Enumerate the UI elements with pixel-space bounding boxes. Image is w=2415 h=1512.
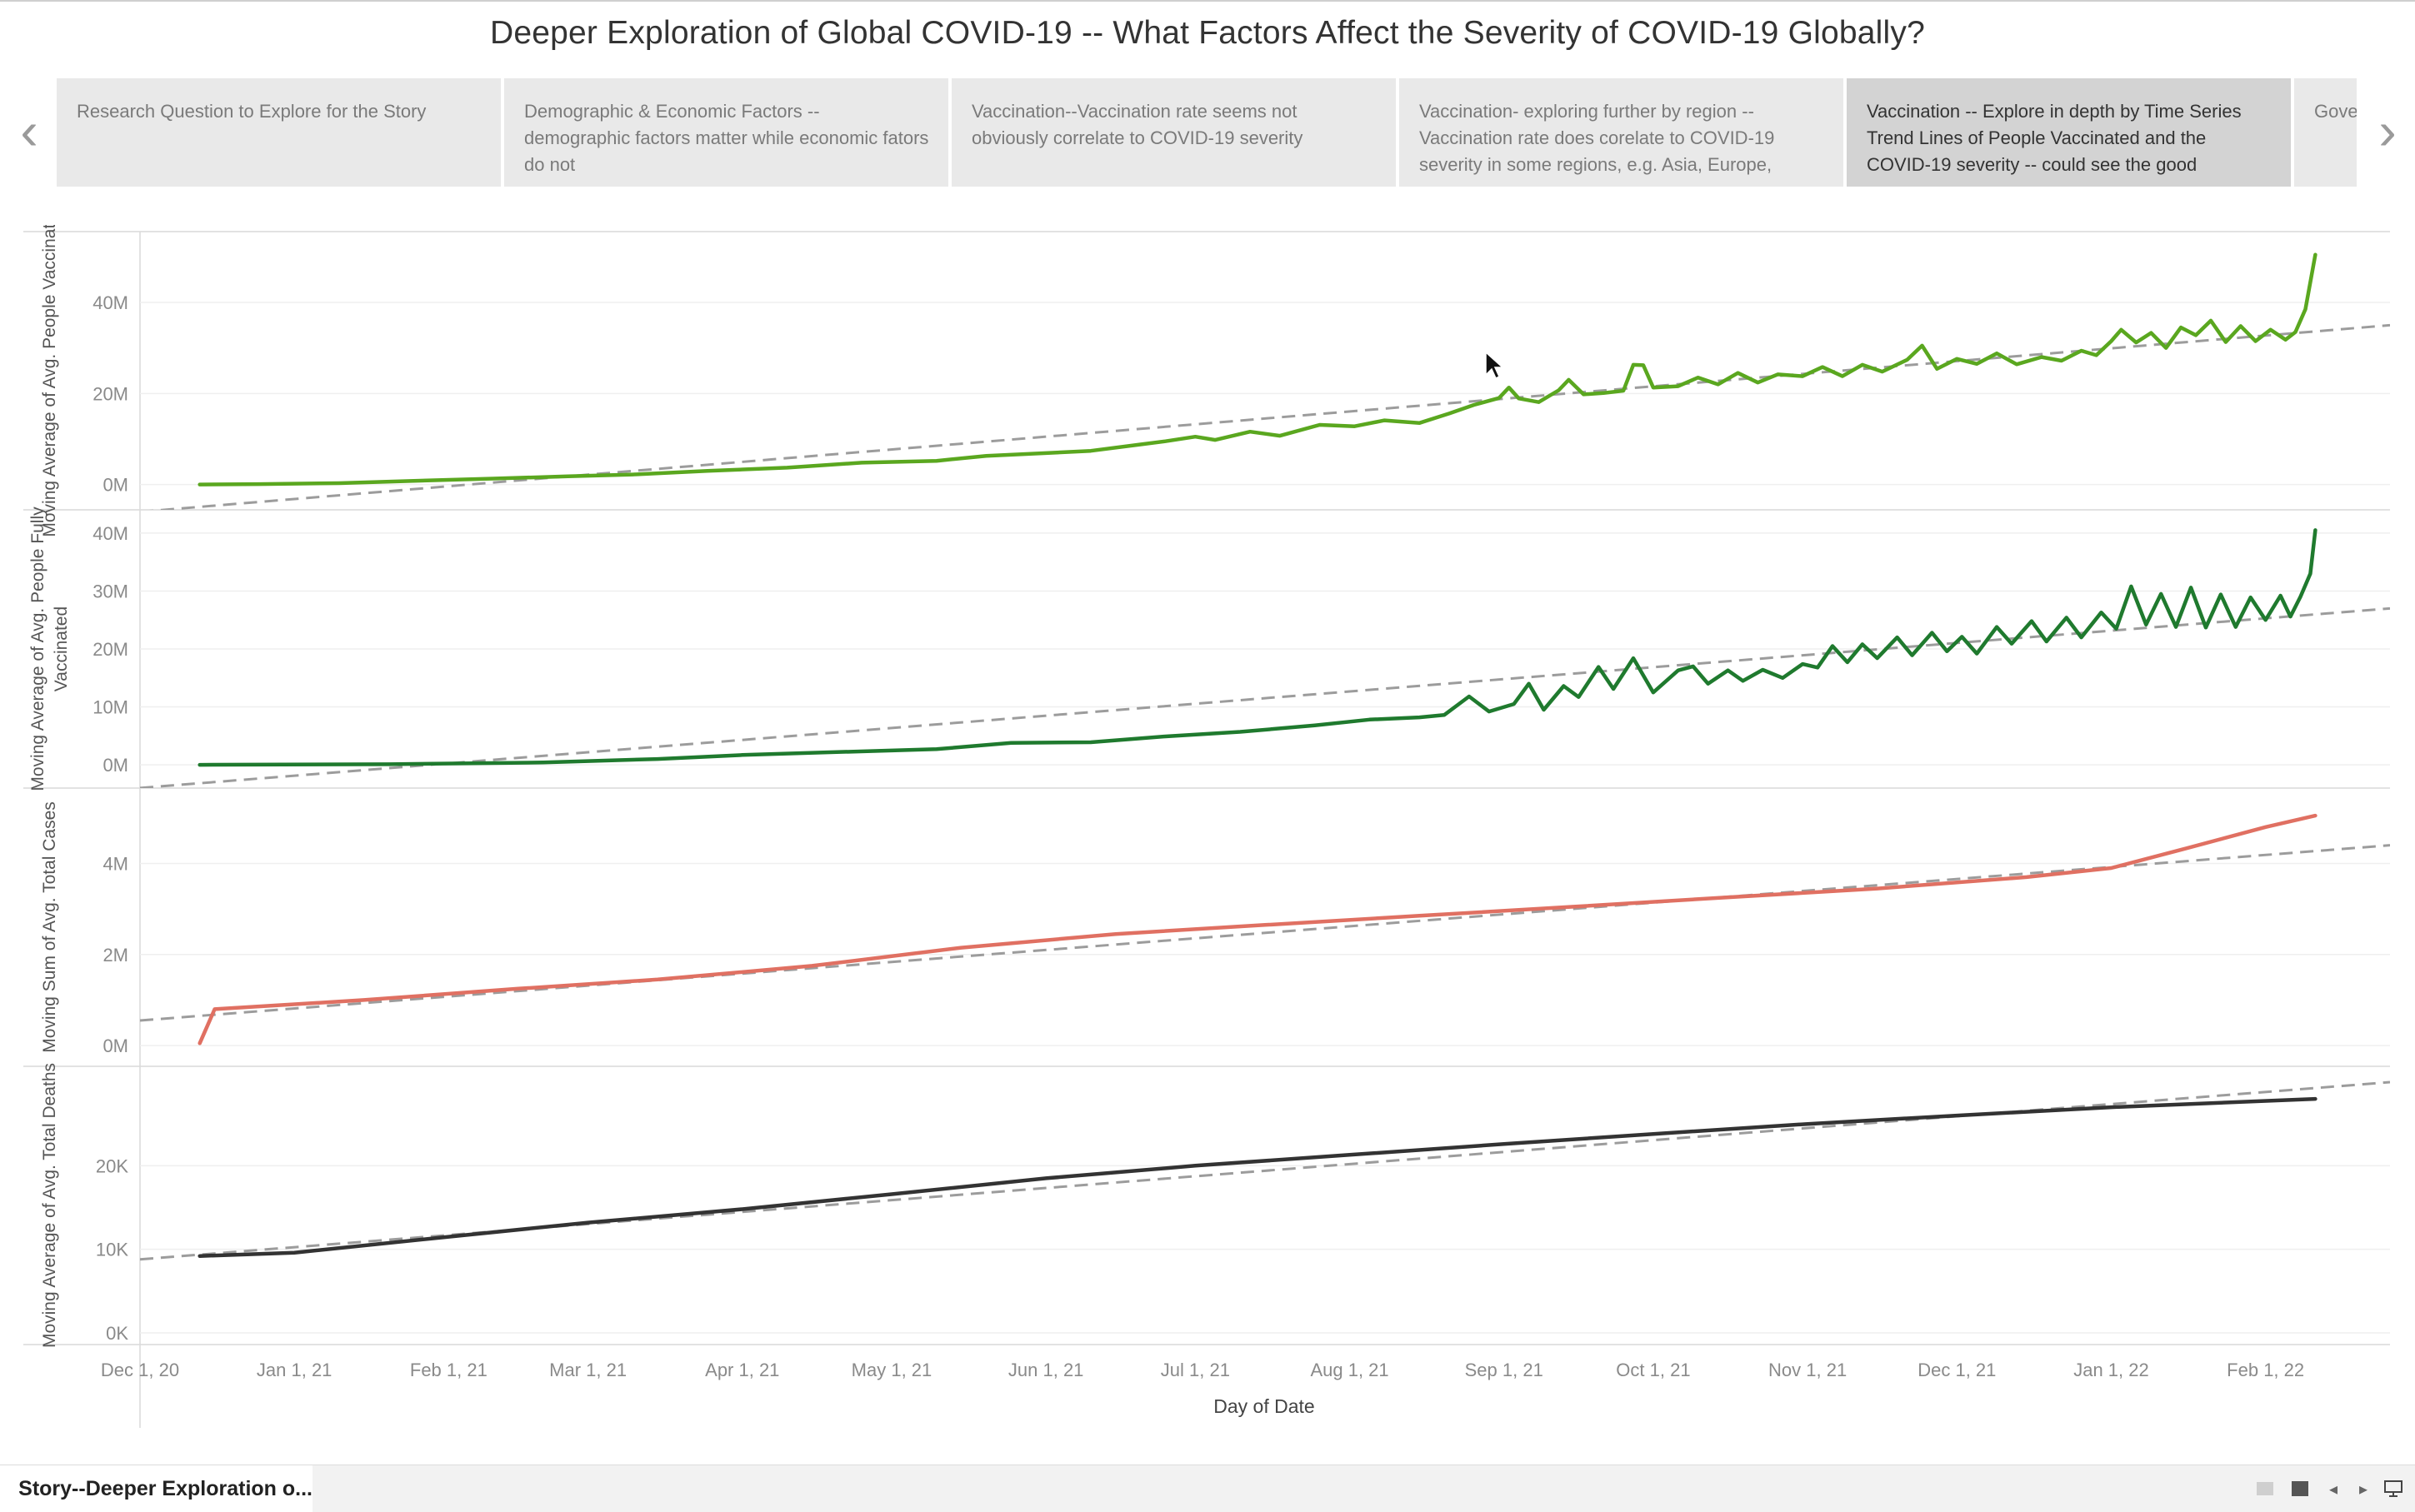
y-axis-title: Moving Average of Avg. Total Deaths	[40, 1063, 59, 1348]
y-tick-label: 20M	[92, 383, 128, 404]
single-view-icon[interactable]	[2288, 1477, 2312, 1500]
x-tick-label: Dec 1, 21	[1918, 1360, 1996, 1380]
y-tick-label: 20M	[92, 639, 128, 660]
y-tick-label: 20K	[96, 1155, 128, 1176]
y-tick-label: 0M	[102, 475, 128, 496]
y-axis-title: Vaccinated	[52, 606, 71, 691]
chevron-right-icon[interactable]: ›	[2365, 93, 2410, 168]
story-tab[interactable]: Story--Deeper Exploration o...	[0, 1465, 312, 1512]
y-tick-label: 10M	[92, 697, 128, 718]
series-line	[200, 816, 2316, 1043]
trend-line	[140, 846, 2390, 1020]
story-tab-label: Story--Deeper Exploration o...	[18, 1477, 312, 1501]
story-point-label: Vaccination -- Explore in depth by Time …	[1867, 101, 2242, 175]
chart-panel-2: 0M 10M 20M 30M 40M Moving Average of Avg. Peo…	[23, 506, 2390, 791]
chart-panel-4: 0K 10K 20K Moving Average of Avg. Total Dea…	[23, 1063, 2390, 1348]
chart-panel-1: 0M 20M 40M Moving Average of Avg. People Va…	[23, 225, 2390, 537]
y-tick-label: 0K	[106, 1323, 128, 1344]
x-tick-label: Oct 1, 21	[1616, 1360, 1690, 1380]
x-tick-label: Mar 1, 21	[549, 1360, 627, 1380]
story-point-label: Demographic & Economic Factors -- demogr…	[524, 101, 928, 175]
y-tick-label: 30M	[92, 581, 128, 601]
story-point-label: Vaccination--Vaccination rate seems not …	[972, 101, 1302, 148]
mouse-cursor-icon	[1486, 352, 1502, 378]
x-tick-label: Feb 1, 22	[2227, 1360, 2304, 1380]
page-title: Deeper Exploration of Global COVID-19 --…	[0, 15, 2415, 52]
trend-line	[140, 325, 2390, 511]
y-axis-title: Moving Average of Avg. People Vaccinated	[40, 225, 59, 537]
y-tick-label: 40M	[92, 292, 128, 313]
x-tick-label: Dec 1, 20	[101, 1360, 179, 1380]
story-point-vaccination-time-series[interactable]: Vaccination -- Explore in depth by Time …	[1847, 78, 2291, 187]
chart-panel-3: 0M 2M 4M Moving Sum of Avg. Total Cases	[23, 801, 2390, 1066]
x-axis-title: Day of Date	[1213, 1395, 1314, 1417]
x-tick-label: Jul 1, 21	[1161, 1360, 1230, 1380]
y-tick-label: 40M	[92, 523, 128, 544]
story-point-label: Research Question to Explore for the Sto…	[77, 101, 426, 122]
y-tick-label: 10K	[96, 1240, 128, 1260]
chevron-left-icon[interactable]: ‹	[7, 93, 52, 168]
series-line	[200, 530, 2316, 765]
y-tick-label: 4M	[102, 854, 128, 875]
previous-sheet-icon[interactable]: ◂	[2322, 1477, 2345, 1500]
y-axis-title: Moving Average of Avg. People Fully	[28, 506, 48, 791]
footer-bar: Story--Deeper Exploration o... ◂ ▸	[0, 1465, 2415, 1512]
story-point-demographic-economic[interactable]: Demographic & Economic Factors -- demogr…	[504, 78, 948, 187]
story-navigator: Research Question to Explore for the Sto…	[57, 78, 2357, 187]
x-tick-label: Feb 1, 21	[410, 1360, 488, 1380]
x-tick-label: May 1, 21	[852, 1360, 932, 1380]
story-point-label: Vaccination- exploring further by region…	[1419, 101, 1774, 175]
y-axis-title: Moving Sum of Avg. Total Cases	[40, 801, 59, 1053]
x-tick-label: Jun 1, 21	[1008, 1360, 1084, 1380]
time-series-chart: 0M 20M 40M Moving Average of Avg. People Va…	[0, 225, 2415, 1441]
series-line	[200, 1099, 2316, 1256]
next-sheet-icon[interactable]: ▸	[2352, 1477, 2375, 1500]
x-tick-label: Aug 1, 21	[1310, 1360, 1388, 1380]
story-point-vaccination-region[interactable]: Vaccination- exploring further by region…	[1399, 78, 1843, 187]
x-tick-label: Nov 1, 21	[1768, 1360, 1847, 1380]
y-tick-label: 0M	[102, 755, 128, 776]
story-point-research-question[interactable]: Research Question to Explore for the Sto…	[57, 78, 501, 187]
story-point-government-measures[interactable]: Government measures ... severity	[2294, 78, 2357, 187]
presentation-mode-icon[interactable]	[2382, 1477, 2405, 1500]
story-point-vaccination-rate[interactable]: Vaccination--Vaccination rate seems not …	[952, 78, 1396, 187]
top-border	[0, 0, 2415, 2]
grid-view-icon[interactable]	[2253, 1477, 2277, 1500]
series-line	[200, 255, 2316, 485]
y-tick-label: 2M	[102, 945, 128, 966]
y-tick-label: 0M	[102, 1035, 128, 1056]
x-tick-label: Jan 1, 21	[257, 1360, 332, 1380]
x-tick-label: Apr 1, 21	[705, 1360, 779, 1380]
x-tick-label: Jan 1, 22	[2073, 1360, 2149, 1380]
x-tick-label: Sep 1, 21	[1465, 1360, 1543, 1380]
story-point-label: Government measures ... severity	[2314, 101, 2357, 122]
